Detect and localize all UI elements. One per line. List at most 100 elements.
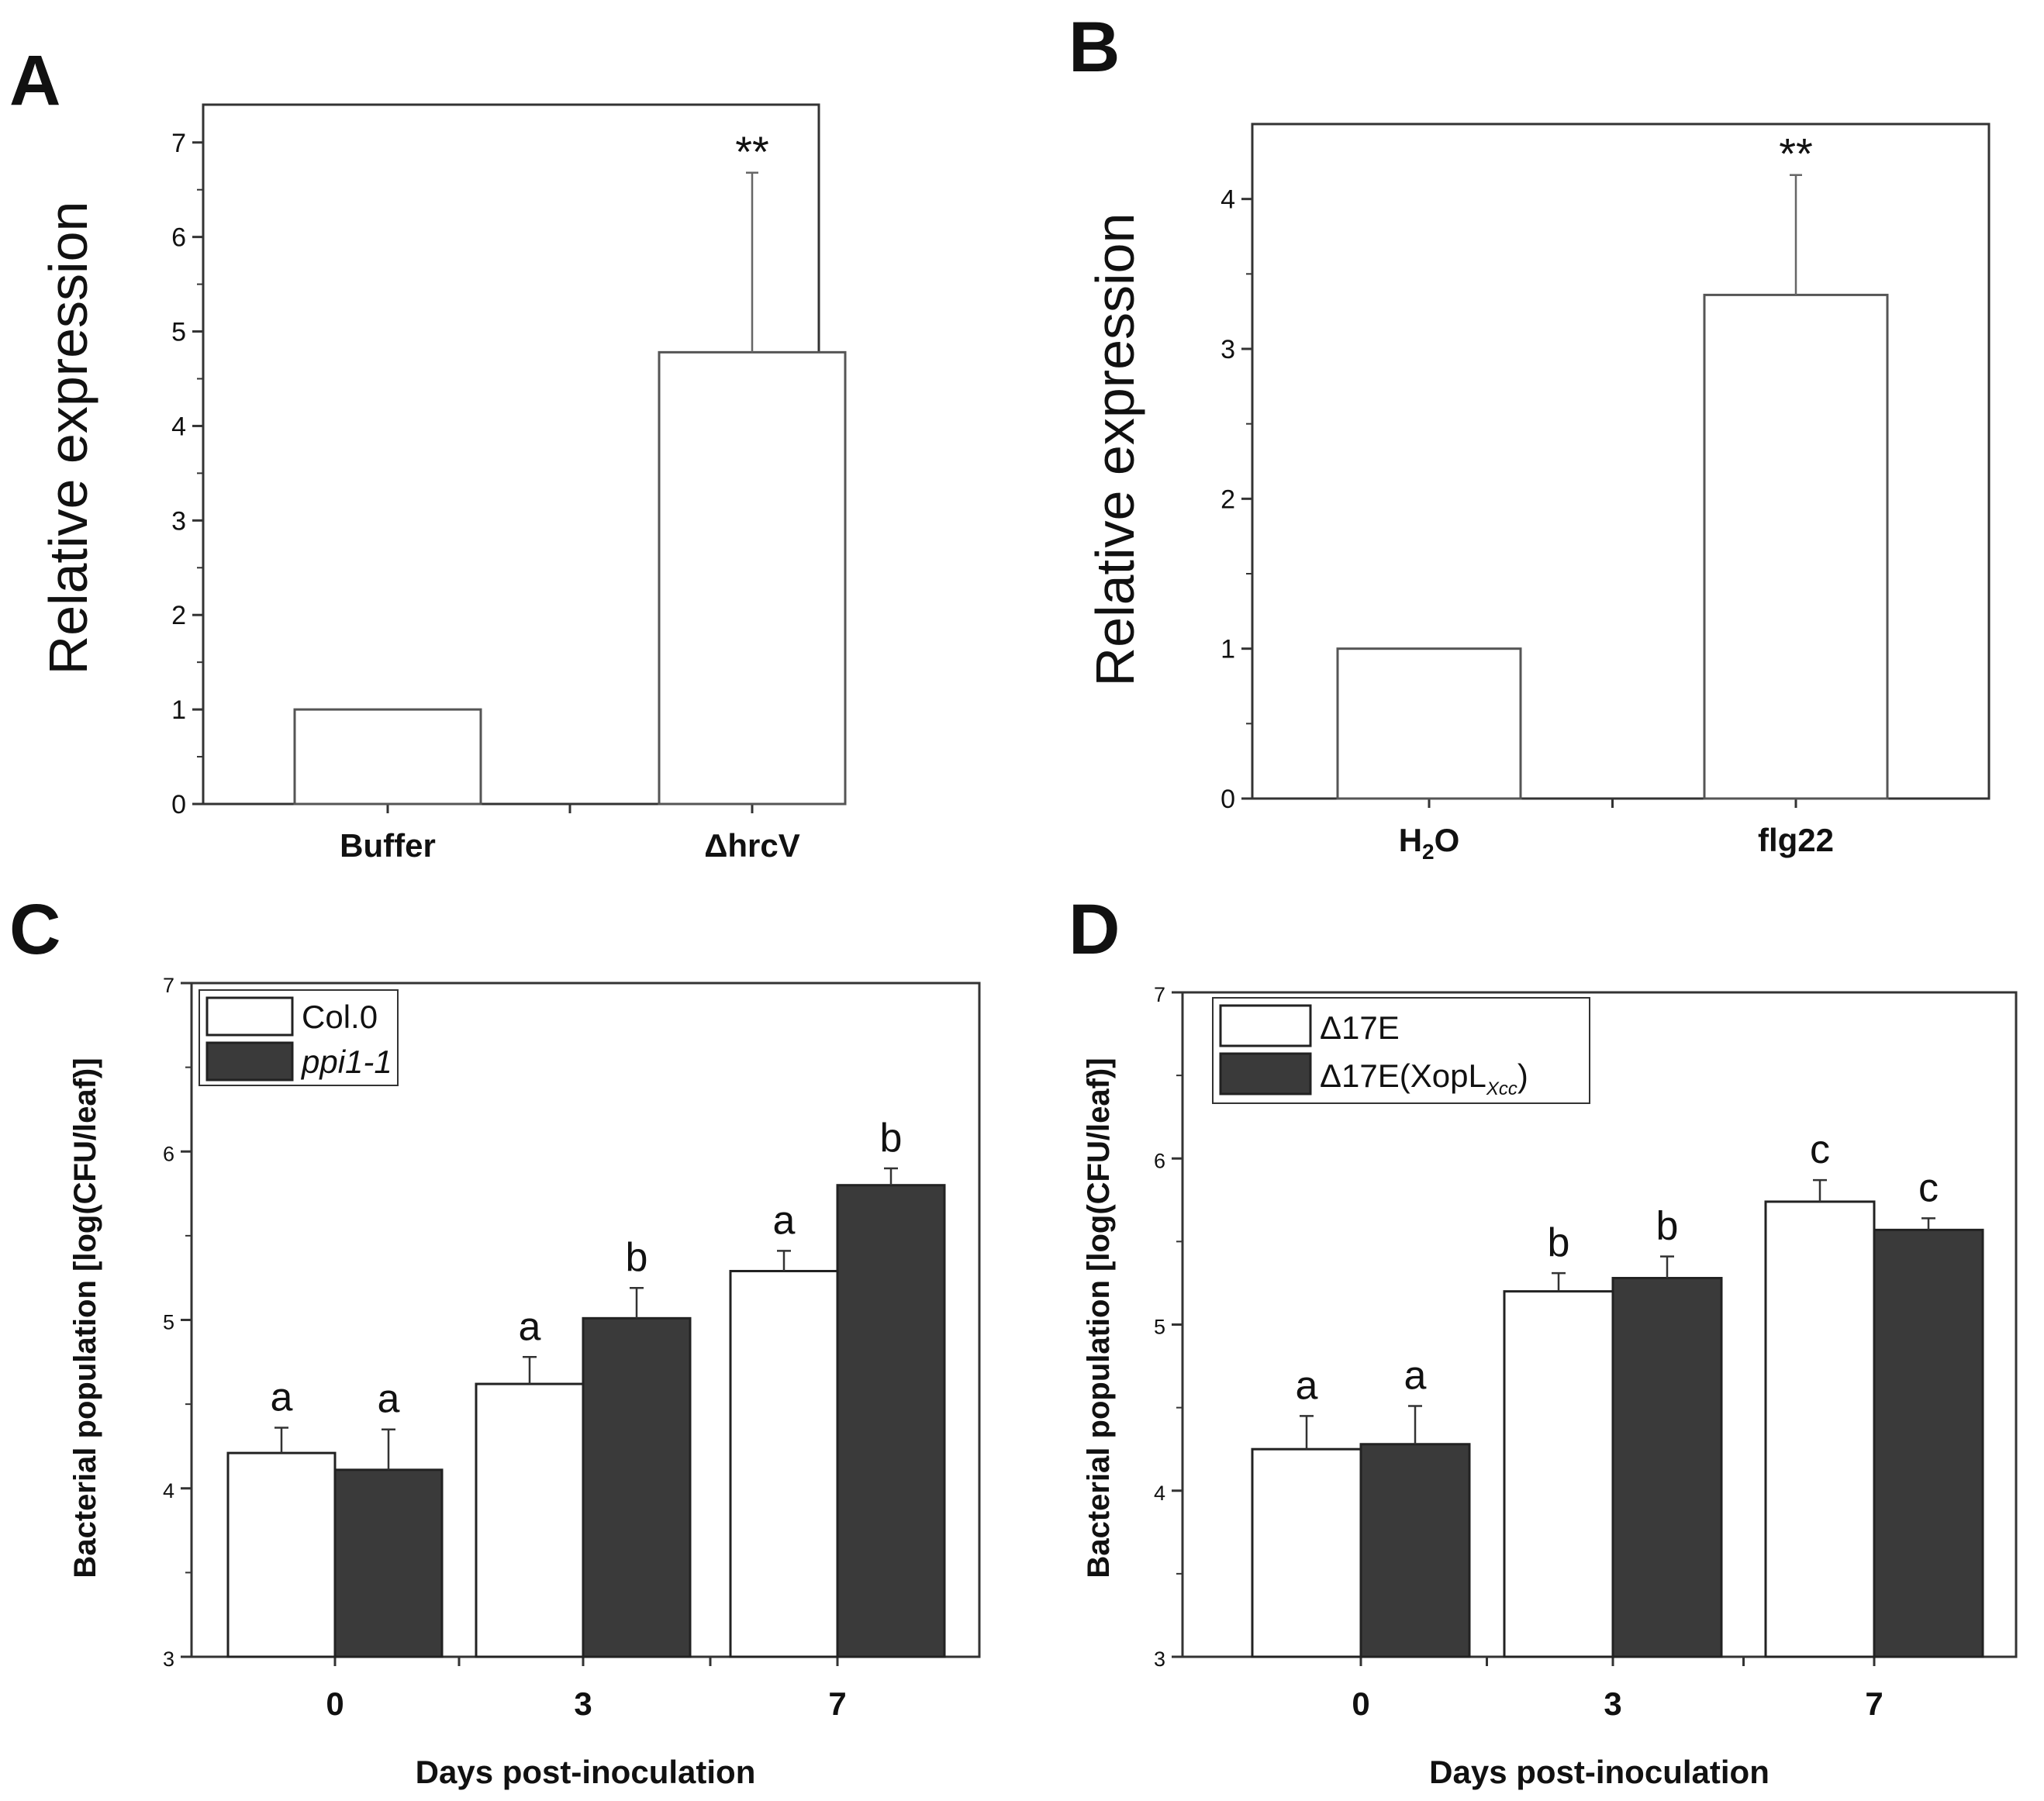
bar [293,708,482,806]
x-tick-label: 7 [1865,1685,1883,1722]
y-tick-label: 2 [171,601,186,630]
legend-label-subscript: Xcc [1486,1078,1517,1099]
bar-series1 [1251,1447,1362,1658]
significance-letter: a [271,1375,293,1420]
significance-letter: a [519,1304,541,1349]
y-tick-label: 5 [163,1311,174,1334]
x-tick-label: H2O [1399,822,1460,864]
bar-series1 [475,1382,585,1658]
panel-letter: C [9,890,60,969]
bar-series1 [226,1451,337,1658]
legend-swatch [1219,1004,1312,1047]
x-tick-label: 3 [1604,1685,1621,1722]
significance-letter: c [1918,1165,1939,1210]
legend-label-text: Δ17E(XopL [1320,1057,1486,1094]
significance-letter: b [626,1235,648,1280]
x-tick-label: 0 [326,1685,344,1722]
x-tick-label-subscript: 2 [1422,840,1435,864]
significance-mark: ** [735,127,769,176]
legend: Col.0 ppi1-1 [199,989,399,1086]
bar [658,350,847,806]
significance-letter: b [880,1116,903,1161]
panel-letter: A [9,41,60,120]
legend-label: Δ17E(XopLXcc) [1320,1057,1528,1099]
legend-label-text: ppi1-1 [300,1044,392,1080]
y-tick-label: 4 [1154,1482,1165,1505]
bar-series2 [1873,1228,1984,1658]
x-tick-label: ΔhrcV [704,827,800,864]
x-tick-label-text: ΔhrcV [704,827,800,864]
significance-letter: a [1404,1353,1427,1398]
y-tick-label: 3 [171,506,186,536]
y-tick-label: 4 [1221,185,1235,215]
bar-series1 [729,1269,839,1658]
y-tick-label: 3 [1154,1647,1165,1671]
bar-series2 [1359,1443,1471,1658]
panel-letter: D [1069,890,1120,969]
bar-series1 [1503,1290,1614,1658]
significance-letter: b [1548,1220,1570,1265]
plot-frame [1251,122,1990,800]
bar-series2 [333,1468,444,1658]
y-tick-label: 7 [163,974,174,997]
y-axis-label: Bacterial population [log(CFU/leaf)] [1082,1057,1116,1578]
y-tick-label: 1 [171,695,186,725]
y-tick-label: 5 [1154,1316,1165,1339]
bar [1336,647,1522,800]
y-tick-label: 7 [171,129,186,158]
x-tick-label-text: Buffer [340,827,436,864]
x-axis-label: Days post-inoculation [1429,1754,1770,1790]
y-axis-label: Bacterial population [log(CFU/leaf)] [68,1057,102,1578]
legend-label-suffix: ) [1517,1057,1528,1094]
legend-label-text: Δ17E [1320,1009,1400,1046]
x-tick-label: flg22 [1758,822,1834,858]
y-tick-label: 7 [1154,983,1165,1006]
y-axis-label: Relative expression [38,202,98,675]
legend-label: Δ17E [1320,1009,1400,1046]
y-tick-label: 5 [171,318,186,347]
significance-letter: b [1656,1204,1679,1249]
x-tick-label: 0 [1352,1685,1369,1722]
y-axis-label: Relative expression [1085,213,1145,687]
significance-letter: a [773,1198,796,1243]
significance-letter: a [378,1377,400,1422]
y-tick-label: 4 [163,1479,174,1503]
x-tick-label: 3 [574,1685,592,1722]
x-tick-label-suffix: O [1435,822,1460,858]
y-tick-label: 6 [163,1142,174,1165]
legend: Δ17E Δ17E(XopLXcc) [1212,997,1590,1104]
legend-label-text: Col.0 [302,999,378,1035]
y-tick-label: 6 [171,223,186,253]
x-tick-label: Buffer [340,827,436,864]
panel-a: A 0 1 2 3 4 5 6 7 Relative expression Buffer ** Δhrc… [9,41,847,864]
y-tick-label: 3 [163,1647,174,1671]
panel-letter: B [1069,8,1120,87]
y-tick-label: 4 [171,412,186,441]
legend-swatch [1219,1052,1312,1095]
legend-swatch [205,1041,294,1082]
y-tick-label: 0 [1221,785,1235,814]
y-tick-label: 6 [1154,1149,1165,1172]
x-tick-label-text: flg22 [1758,822,1834,858]
legend-label: Col.0 [302,999,378,1035]
y-tick-label: 3 [1221,335,1235,364]
bar-series2 [836,1184,946,1658]
bar-series2 [1611,1277,1723,1658]
x-tick-label-text: H [1399,822,1422,858]
y-tick-label: 2 [1221,485,1235,514]
x-axis-label: Days post-inoculation [416,1754,756,1790]
bar [1703,293,1889,800]
x-tick-label: 7 [828,1685,846,1722]
significance-letter: c [1810,1127,1830,1172]
significance-letter: a [1296,1363,1318,1408]
bar-series1 [1764,1200,1876,1658]
legend-swatch [205,996,294,1037]
legend-label: ppi1-1 [300,1044,392,1080]
significance-mark: ** [1779,129,1813,178]
panel-c: C 3 4 5 6 7 Bacterial population [log(CFU/leaf… [9,890,981,1790]
y-tick-label: 0 [171,790,186,819]
panel-d: D 3 4 5 6 7 Bacterial population [log(CFU/leaf… [1069,890,2018,1790]
y-tick-label: 1 [1221,635,1235,664]
